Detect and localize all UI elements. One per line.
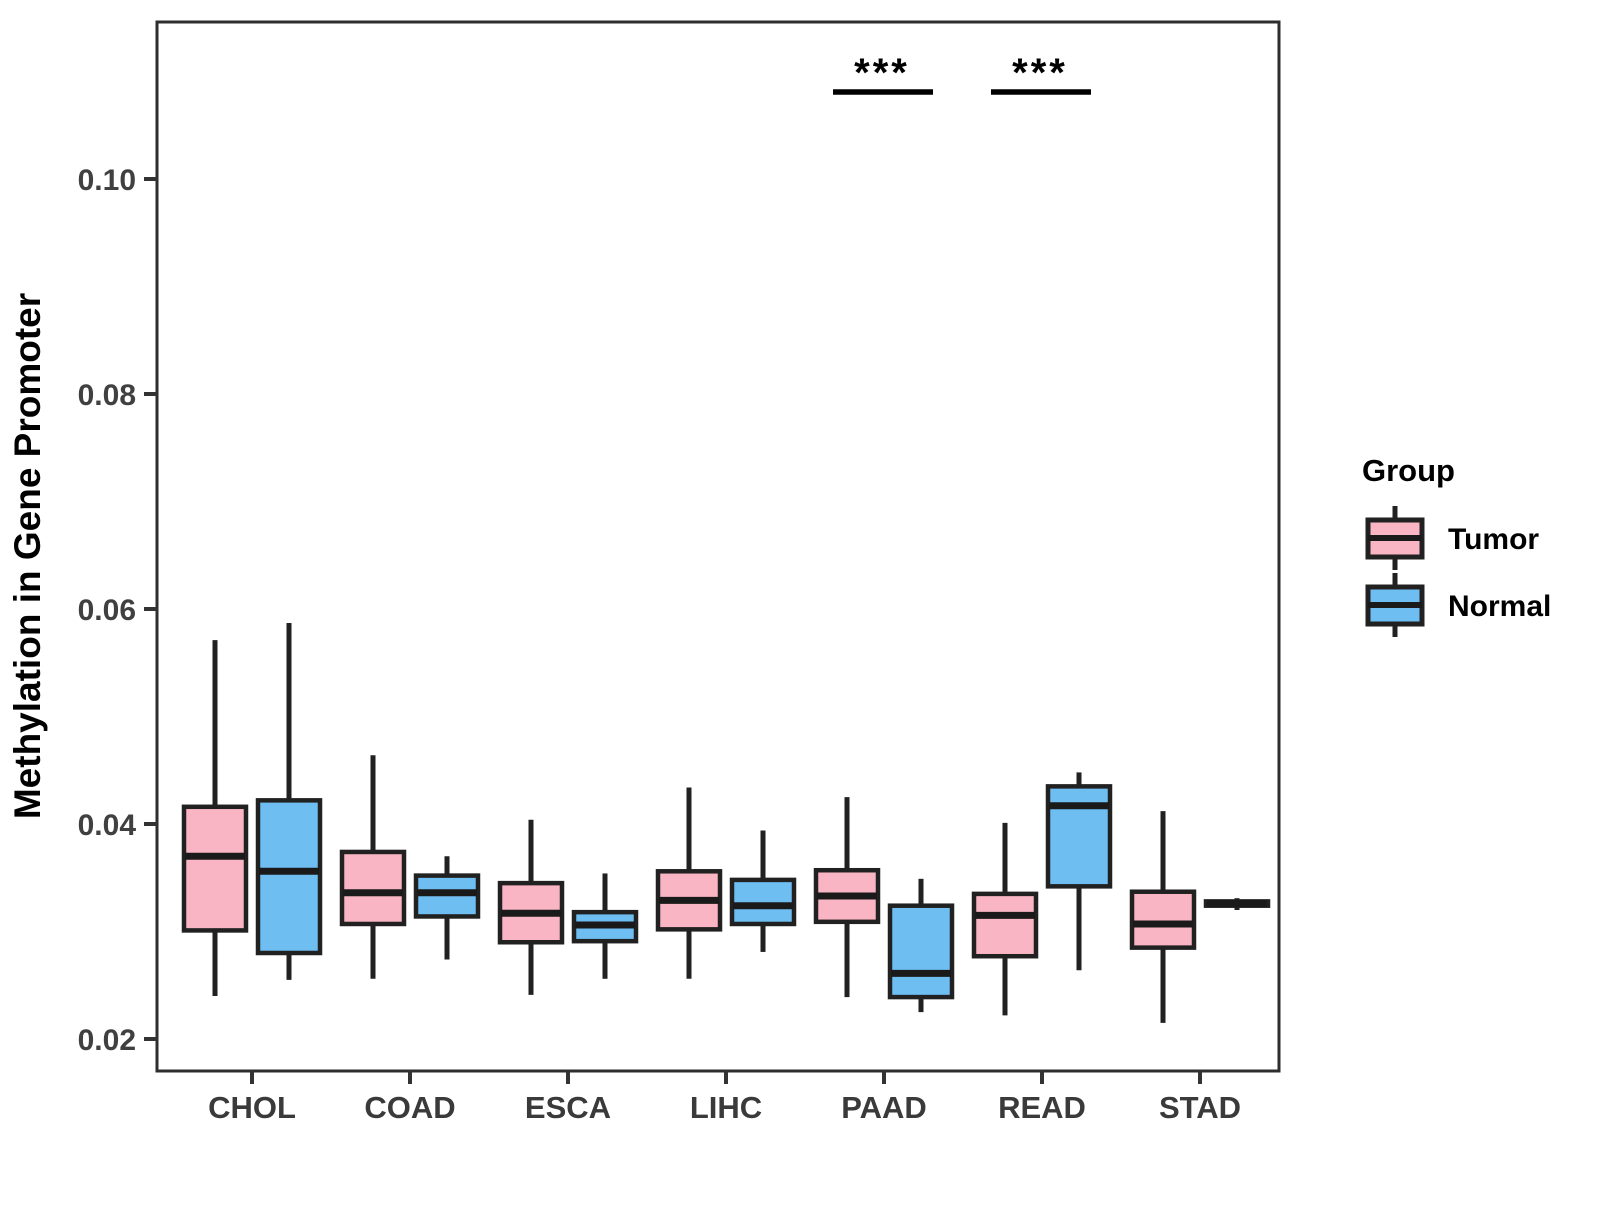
box-tumor-CHOL	[181, 804, 249, 933]
box-normal-READ	[1045, 784, 1113, 889]
legend-title: Group	[1362, 453, 1455, 488]
sig-label-PAAD: ***	[854, 51, 910, 95]
legend-key-normal-boxplot-icon	[1365, 573, 1425, 637]
y-tick-label-0.06: 0.06	[78, 594, 136, 627]
x-tick-label-COAD: COAD	[364, 1090, 455, 1125]
sig-label-READ: ***	[1012, 51, 1068, 95]
legend-label-tumor: Tumor	[1448, 523, 1539, 556]
y-tick-label-0.02: 0.02	[78, 1024, 136, 1057]
x-tick-label-PAAD: PAAD	[841, 1090, 927, 1125]
x-tick-label-LIHC: LIHC	[690, 1090, 762, 1125]
box-tumor-STAD	[1129, 889, 1197, 950]
x-tick-label-STAD: STAD	[1159, 1090, 1241, 1125]
y-tick-label-0.10: 0.10	[78, 164, 136, 197]
legend-key-tumor-boxplot-icon	[1365, 506, 1425, 570]
legend: Group Tumor Normal	[1362, 453, 1551, 637]
x-tick-label-CHOL: CHOL	[208, 1090, 296, 1125]
x-tick-label-ESCA: ESCA	[525, 1090, 611, 1125]
y-tick-label-0.04: 0.04	[78, 809, 137, 842]
legend-label-normal: Normal	[1448, 590, 1551, 623]
y-axis-title: Methylation in Gene Promoter	[7, 293, 48, 819]
box-tumor-READ	[971, 891, 1039, 959]
box-normal-LIHC	[729, 877, 797, 927]
box-tumor-COAD	[339, 849, 407, 927]
box-normal-PAAD	[887, 903, 955, 1000]
y-tick-label-0.08: 0.08	[78, 379, 136, 412]
plot-content: 0.02 0.04 0.06 0.08 0.10 CHOL COAD ESCA LIHC PAAD…	[78, 51, 1271, 1125]
x-tick-label-READ: READ	[998, 1090, 1086, 1125]
box-normal-CHOL	[255, 798, 323, 956]
